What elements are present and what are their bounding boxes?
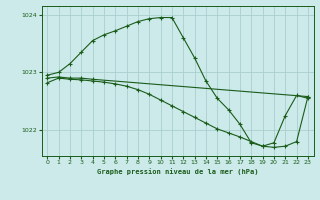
X-axis label: Graphe pression niveau de la mer (hPa): Graphe pression niveau de la mer (hPa) <box>97 168 258 175</box>
